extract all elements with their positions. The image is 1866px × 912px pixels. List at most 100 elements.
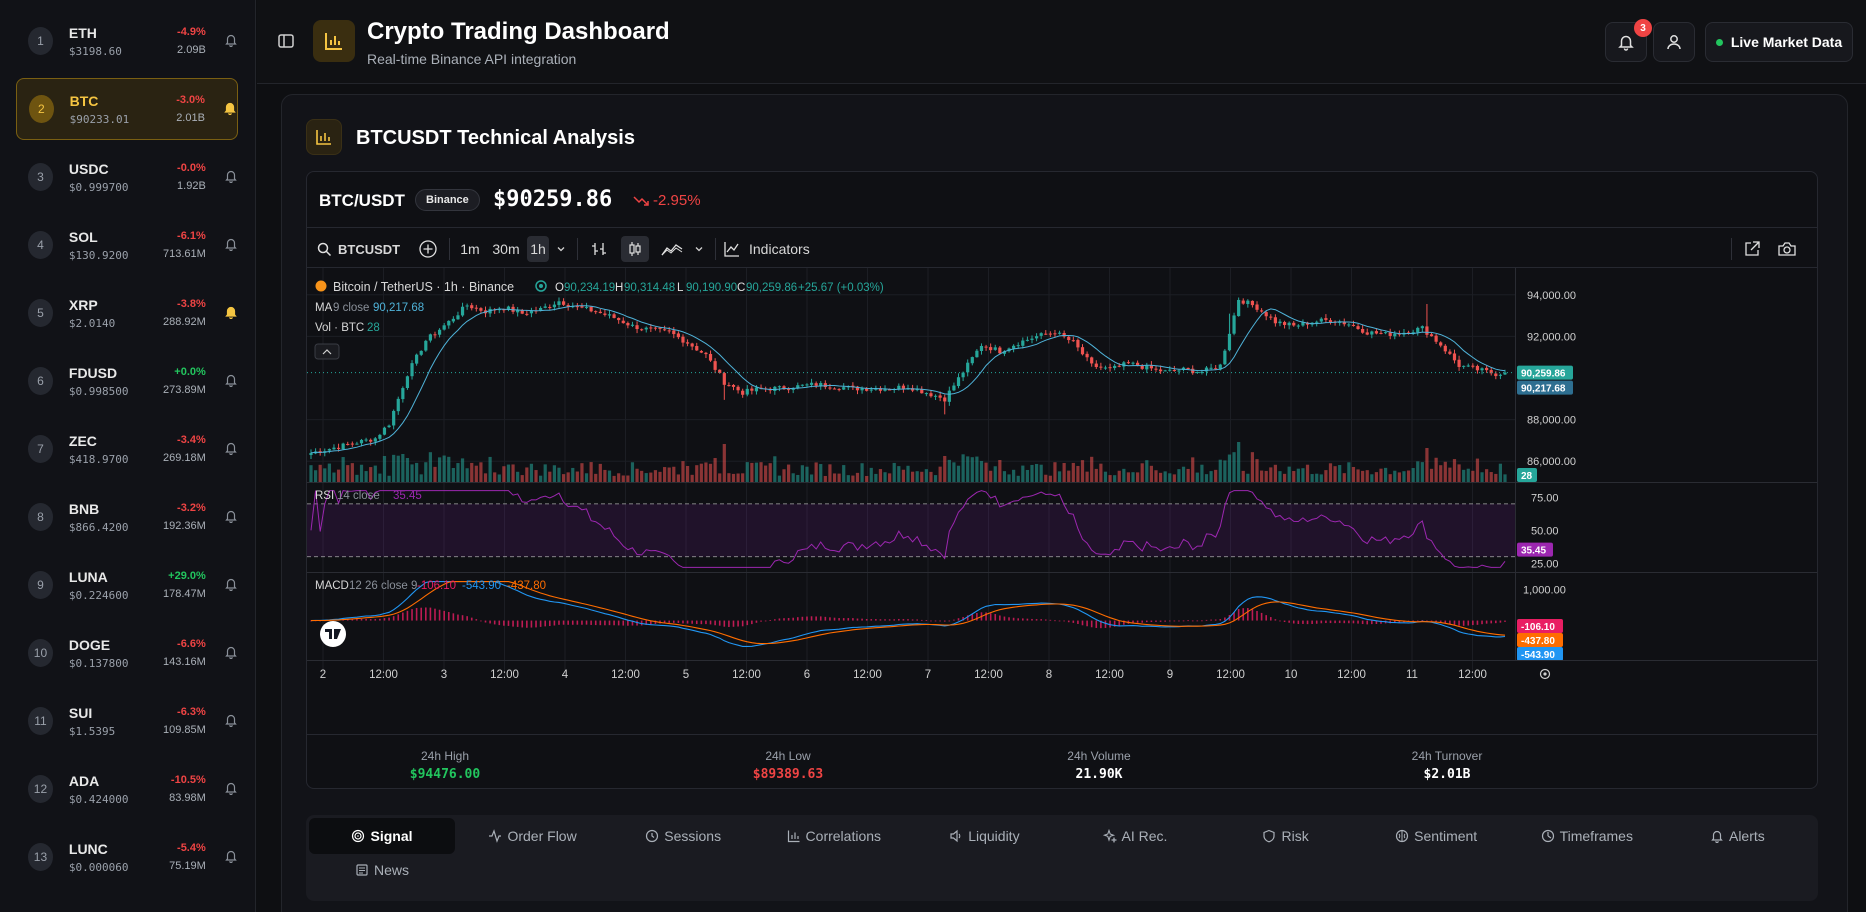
screenshot-button[interactable]	[1773, 236, 1801, 262]
volume-bar	[708, 463, 713, 482]
coin-row-lunc[interactable]: 13 LUNC $0.000060 -5.4% 75.19M	[16, 826, 238, 888]
notifications-button[interactable]: 3	[1605, 19, 1652, 62]
macd-hist-bar	[732, 620, 735, 627]
candlestick-chart[interactable]: 94,000.00 92,000.00 88,000.00 86,000.00 90,2…	[307, 268, 1818, 734]
tab-ai-rec[interactable]: AI Rec.	[1062, 818, 1208, 854]
macd-hist-bar	[1371, 620, 1373, 625]
macd-hist-bar	[1123, 620, 1125, 625]
tab-liquidity[interactable]: Liquidity	[911, 818, 1057, 854]
interval-dropdown[interactable]	[553, 236, 569, 262]
volume-bar	[580, 463, 584, 482]
sidebar-toggle-icon[interactable]	[277, 32, 295, 50]
compare-symbol-button[interactable]	[415, 236, 441, 262]
symbol-search[interactable]: BTCUSDT	[317, 236, 409, 262]
live-market-data-button[interactable]: Live Market Data	[1705, 22, 1853, 62]
rsi-legend: RSI 14 close 35.45	[315, 490, 422, 502]
tab-signal[interactable]: Signal	[309, 818, 455, 854]
candle-body	[1122, 362, 1126, 367]
coin-symbol: ZEC	[68, 432, 97, 449]
macd-hist-bar	[640, 620, 643, 626]
macd-hist-bar	[480, 620, 482, 622]
coin-row-eth[interactable]: 1 ETH $3198.60 -4.9% 2.09B	[16, 10, 238, 72]
interval-1h[interactable]: 1h	[527, 236, 549, 262]
volume-bar	[543, 464, 547, 482]
tab-sentiment[interactable]: Sentiment	[1363, 818, 1509, 854]
candle-body	[382, 427, 387, 435]
coin-row-zec[interactable]: 7 ZEC $418.9700 -3.4% 269.18M	[16, 418, 238, 480]
candle-body	[401, 388, 405, 400]
tab-timeframes[interactable]: Timeframes	[1514, 818, 1660, 854]
open-external-button[interactable]	[1739, 236, 1765, 262]
bell-icon[interactable]	[224, 713, 238, 729]
chart-style-dropdown[interactable]	[691, 236, 707, 262]
logo	[313, 20, 355, 62]
coin-row-usdc[interactable]: 3 USDC $0.999700 -0.0% 1.92B	[16, 146, 238, 208]
time-tick-label: 5	[683, 669, 689, 681]
price-tick-label: 86,000.00	[1527, 456, 1576, 468]
area-style-button[interactable]	[657, 236, 687, 262]
volume-bar	[1315, 473, 1319, 482]
bars-style-button[interactable]	[585, 236, 613, 262]
macd-hist-bar	[562, 620, 565, 625]
user-button[interactable]	[1653, 22, 1695, 62]
candle-body	[966, 362, 970, 373]
bell-icon[interactable]	[224, 33, 238, 49]
coin-row-sui[interactable]: 11 SUI $1.5395 -6.3% 109.85M	[16, 690, 238, 752]
legend-change: +25.67 (+0.03%)	[798, 282, 884, 294]
coin-row-xrp[interactable]: 5 XRP $2.0140 -3.8% 288.92M	[16, 282, 238, 344]
macd-hist-bar	[916, 619, 918, 621]
volume-bar	[1034, 463, 1039, 482]
volume-bar	[497, 474, 501, 482]
coin-row-fdusd[interactable]: 6 FDUSD $0.998500 +0.0% 273.89M	[16, 350, 238, 412]
interval-30m[interactable]: 30m	[492, 241, 520, 257]
bell-icon[interactable]	[224, 169, 238, 185]
tab-order-flow[interactable]: Order Flow	[460, 818, 606, 854]
tab-correlations[interactable]: Correlations	[761, 818, 907, 854]
interval-1m[interactable]: 1m	[460, 241, 480, 257]
macd-hist-bar	[608, 620, 611, 626]
bell-icon[interactable]	[224, 441, 238, 457]
tab-news[interactable]: News	[309, 852, 455, 888]
candles-style-button[interactable]	[621, 236, 649, 262]
toolbar-divider	[1731, 238, 1732, 260]
volume-bar	[387, 475, 391, 482]
volume-bar	[741, 473, 745, 482]
bell-icon[interactable]	[223, 101, 237, 117]
indicators-button[interactable]: Indicators	[723, 236, 817, 262]
coin-row-bnb[interactable]: 8 BNB $866.4200 -3.2% 192.36M	[16, 486, 238, 548]
bell-icon[interactable]	[224, 849, 238, 865]
coin-row-ada[interactable]: 12 ADA $0.424000 -10.5% 83.98M	[16, 758, 238, 820]
candle-body	[336, 447, 341, 449]
coin-rank: 2	[29, 95, 54, 123]
bell-icon[interactable]	[224, 373, 238, 389]
volume-bar	[970, 457, 974, 482]
coin-row-luna[interactable]: 9 LUNA $0.224600 +29.0% 178.47M	[16, 554, 238, 616]
candle-body	[920, 389, 924, 394]
bell-icon[interactable]	[224, 509, 238, 525]
tab-sessions[interactable]: Sessions	[610, 818, 756, 854]
coin-symbol: ETH	[68, 24, 97, 41]
bell-icon[interactable]	[224, 645, 238, 661]
macd-hist-bar	[1141, 620, 1144, 623]
bell-icon[interactable]	[224, 237, 238, 253]
bell-icon[interactable]	[224, 305, 238, 321]
macd-hist-bar	[888, 619, 891, 621]
collapse-legend-button[interactable]	[314, 343, 340, 360]
coin-row-btc[interactable]: 2 BTC $90233.01 -3.0% 2.01B	[16, 78, 238, 140]
candle-body	[392, 410, 396, 426]
app-subtitle: Real-time Binance API integration	[367, 51, 577, 67]
macd-hist-bar	[521, 620, 524, 628]
tab-risk[interactable]: Risk	[1213, 818, 1359, 854]
chart-settings-icon[interactable]	[1539, 668, 1551, 680]
candlestick-icon	[629, 242, 641, 256]
candle-body	[1342, 321, 1346, 325]
tab-alerts[interactable]: Alerts	[1664, 818, 1810, 854]
coin-row-sol[interactable]: 4 SOL $130.9200 -6.1% 713.61M	[16, 214, 238, 276]
bell-icon[interactable]	[224, 577, 238, 593]
macd-hist-bar	[1187, 620, 1189, 622]
rsi-value-tag-label: 35.45	[1521, 546, 1546, 557]
coin-row-doge[interactable]: 10 DOGE $0.137800 -6.6% 143.16M	[16, 622, 238, 684]
coin-price: $0.424000	[68, 792, 129, 806]
bell-icon[interactable]	[224, 781, 238, 797]
candle-body	[1062, 333, 1066, 337]
